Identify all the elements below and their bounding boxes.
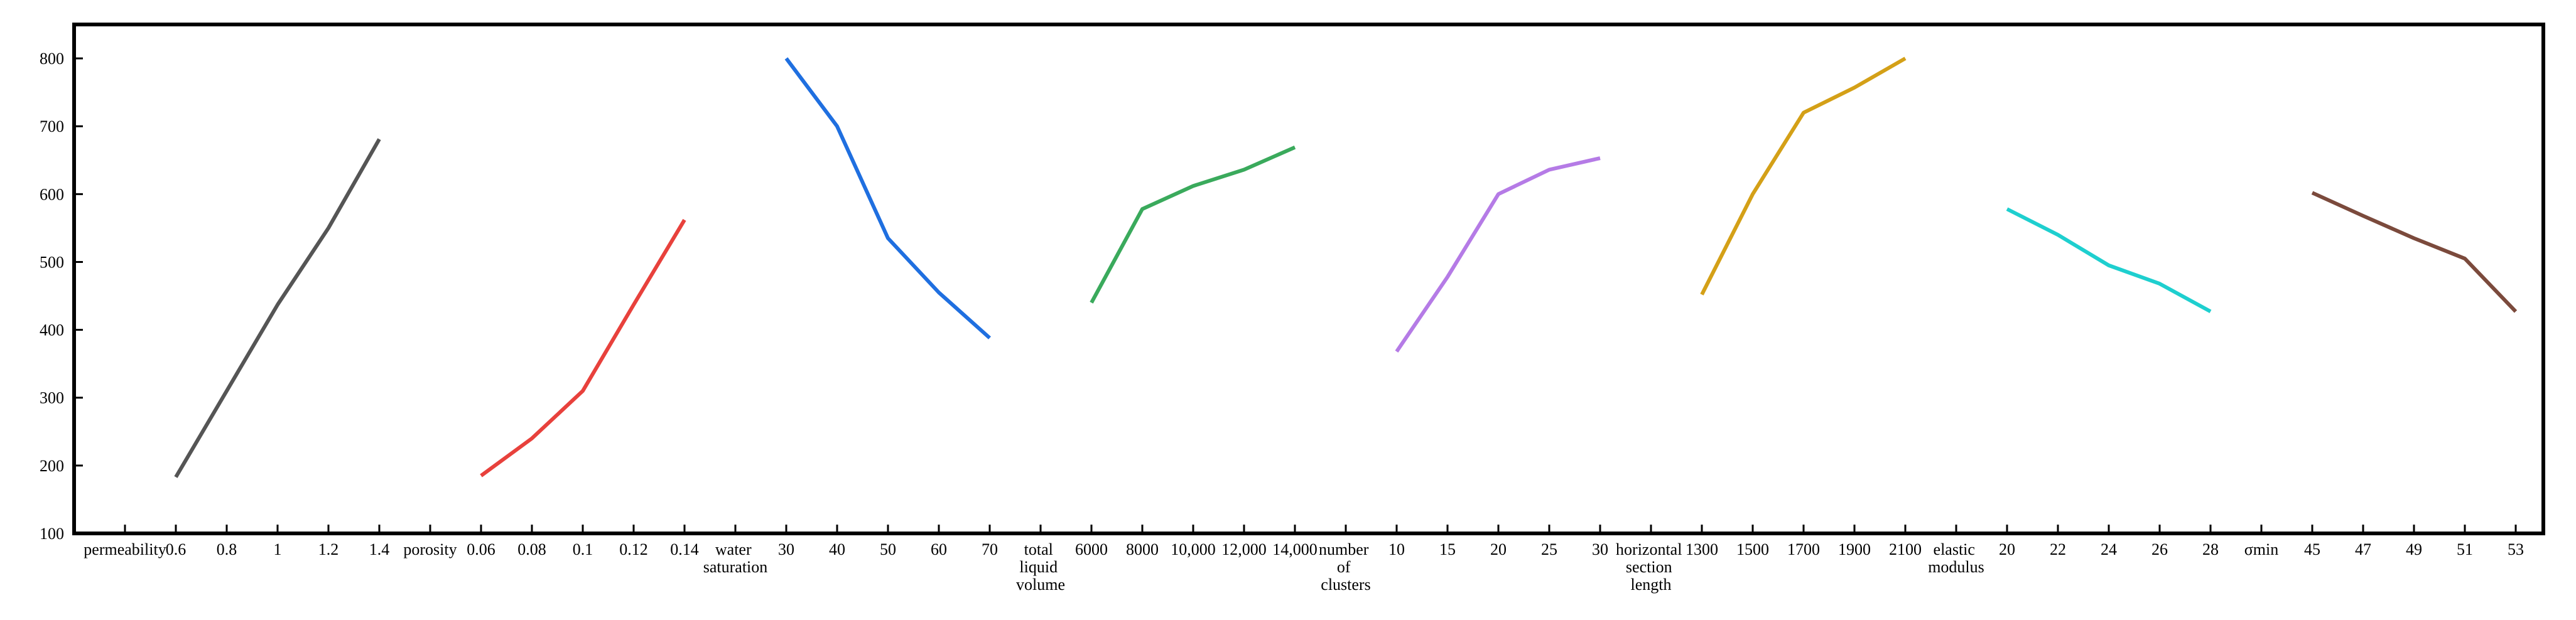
- x-tick-label: 1300: [1686, 540, 1718, 559]
- x-tick-label: elastic modulus: [1928, 540, 1984, 576]
- series-line: [1090, 145, 1296, 304]
- x-tick-label: 1700: [1787, 540, 1820, 559]
- y-tick-label: 800: [40, 50, 64, 68]
- x-tick-label: permeability: [84, 540, 166, 559]
- x-tick-label: 8000: [1126, 540, 1159, 559]
- x-tick-label: 70: [982, 540, 998, 559]
- plot-frame: [72, 23, 2545, 535]
- x-tick-label: 50: [880, 540, 896, 559]
- x-tick-label: 0.1: [573, 540, 593, 559]
- x-tick-label: σmin: [2244, 540, 2278, 559]
- y-tick-label: 700: [40, 117, 64, 136]
- x-tick-label: 22: [2050, 540, 2066, 559]
- x-tick-label: 60: [931, 540, 947, 559]
- x-tick-label: 0.06: [467, 540, 495, 559]
- x-tick-label: 28: [2202, 540, 2219, 559]
- y-tick-label: 200: [40, 457, 64, 475]
- x-tick-label: 53: [2508, 540, 2524, 559]
- x-tick-label: 1.4: [369, 540, 390, 559]
- x-tick-label: total liquid volume: [1016, 540, 1065, 594]
- x-tick-label: 0.14: [670, 540, 699, 559]
- x-tick-label: water saturation: [703, 540, 768, 576]
- x-tick-label: 1.2: [318, 540, 339, 559]
- x-tick-label: 30: [778, 540, 794, 559]
- x-tick-label: 12,000: [1221, 540, 1267, 559]
- x-tick-label: 10: [1388, 540, 1405, 559]
- x-tick-label: 30: [1592, 540, 1608, 559]
- x-tick-label: 6000: [1075, 540, 1108, 559]
- y-tick-label: 500: [40, 253, 64, 271]
- x-tick-label: 0.08: [517, 540, 546, 559]
- series-line: [2006, 207, 2212, 314]
- x-tick-label: number of clusters: [1319, 540, 1373, 594]
- x-tick-label: 0.12: [619, 540, 648, 559]
- x-tick-label: 47: [2355, 540, 2371, 559]
- series-line: [1395, 156, 1601, 353]
- x-tick-label: 51: [2457, 540, 2473, 559]
- x-tick-label: 0.8: [217, 540, 237, 559]
- y-tick-label: 300: [40, 389, 64, 407]
- x-tick-label: 10,000: [1171, 540, 1216, 559]
- x-tick-label: 20: [1490, 540, 1507, 559]
- x-tick-label: 14,000: [1272, 540, 1318, 559]
- x-tick-label: 49: [2406, 540, 2422, 559]
- series-line: [1700, 56, 1907, 296]
- series-line: [174, 138, 381, 478]
- x-tick-label: 25: [1541, 540, 1557, 559]
- x-tick-label: 1500: [1736, 540, 1769, 559]
- x-tick-label: horizontal section length: [1616, 540, 1686, 594]
- y-tick-label: 600: [40, 185, 64, 203]
- y-tick-label: 400: [40, 321, 64, 339]
- series-line: [2311, 191, 2518, 313]
- x-tick-label: 20: [1999, 540, 2015, 559]
- x-tick-label: 24: [2101, 540, 2117, 559]
- x-tick-label: 1: [274, 540, 282, 559]
- x-tick-label: 1900: [1838, 540, 1871, 559]
- x-tick-label: 0.6: [166, 540, 187, 559]
- x-tick-label: porosity: [403, 540, 457, 559]
- x-tick-label: 40: [829, 540, 845, 559]
- series-line: [784, 57, 992, 339]
- x-tick-label: 2100: [1889, 540, 1922, 559]
- x-tick-label: 26: [2151, 540, 2168, 559]
- series-line: [480, 218, 686, 478]
- x-tick-label: 15: [1439, 540, 1456, 559]
- x-tick-label: 45: [2304, 540, 2320, 559]
- y-tick-label: 100: [40, 525, 64, 543]
